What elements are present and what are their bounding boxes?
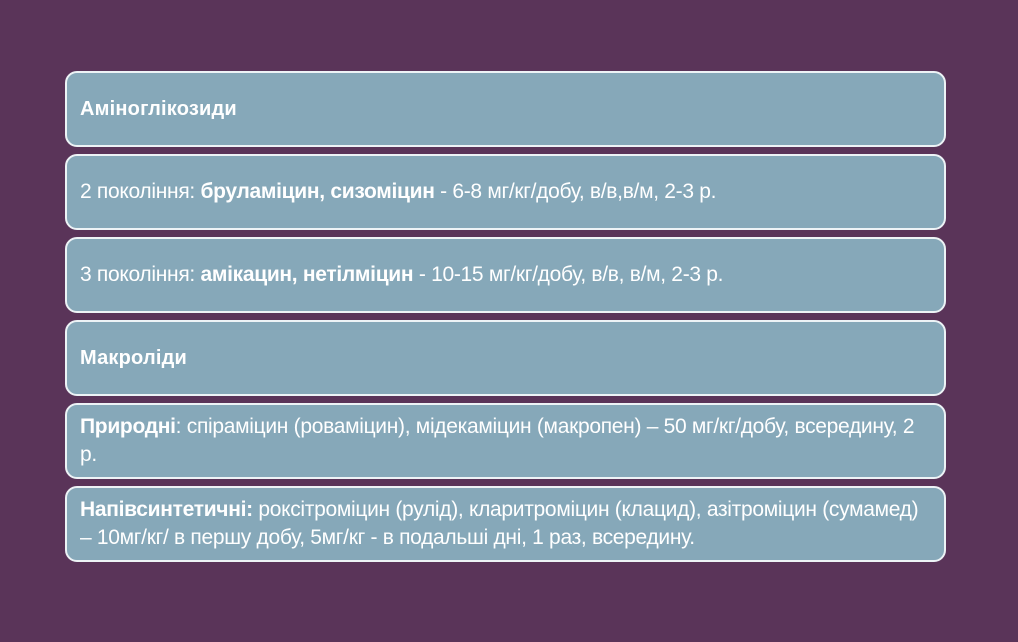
box-aminoglycosides-generation-3: 3 покоління: амікацин, нетілміцин - 10-1…	[65, 237, 946, 313]
box-text: Макроліди	[80, 344, 187, 372]
text-segment: бруламіцин, сизоміцин	[200, 180, 435, 203]
text-segment: роксітроміцин (рулід), кларитроміцин (кл…	[80, 498, 919, 549]
text-segment: Аміноглікозиди	[80, 98, 237, 120]
text-segment: - 10-15 мг/кг/добу, в/в, в/м, 2-3 р.	[413, 263, 724, 286]
text-segment: : спіраміцин (роваміцин), мідекаміцин (м…	[80, 415, 915, 466]
box-text: Природні: спіраміцин (роваміцин), мідека…	[80, 413, 926, 469]
box-macrolides-semisynthetic: Напівсинтетичні: роксітроміцин (рулід), …	[65, 486, 946, 562]
box-text: 2 покоління: бруламіцин, сизоміцин - 6-8…	[80, 178, 717, 206]
box-text: Аміноглікозиди	[80, 95, 237, 123]
text-segment: Напівсинтетичні:	[80, 498, 253, 521]
text-segment: амікацин, нетілміцин	[200, 263, 414, 286]
box-macrolides-natural: Природні: спіраміцин (роваміцин), мідека…	[65, 403, 946, 479]
box-text: Напівсинтетичні: роксітроміцин (рулід), …	[80, 496, 926, 552]
box-macrolides-header: Макроліди	[65, 320, 946, 396]
text-segment: 3 покоління:	[80, 263, 201, 286]
box-text: 3 покоління: амікацин, нетілміцин - 10-1…	[80, 261, 724, 289]
box-aminoglycosides-header: Аміноглікозиди	[65, 71, 946, 147]
box-aminoglycosides-generation-2: 2 покоління: бруламіцин, сизоміцин - 6-8…	[65, 154, 946, 230]
text-segment: 2 покоління:	[80, 180, 201, 203]
text-segment: Природні	[80, 415, 176, 438]
text-segment: - 6-8 мг/кг/добу, в/в,в/м, 2-3 р.	[434, 180, 717, 203]
text-segment: Макроліди	[80, 347, 188, 369]
